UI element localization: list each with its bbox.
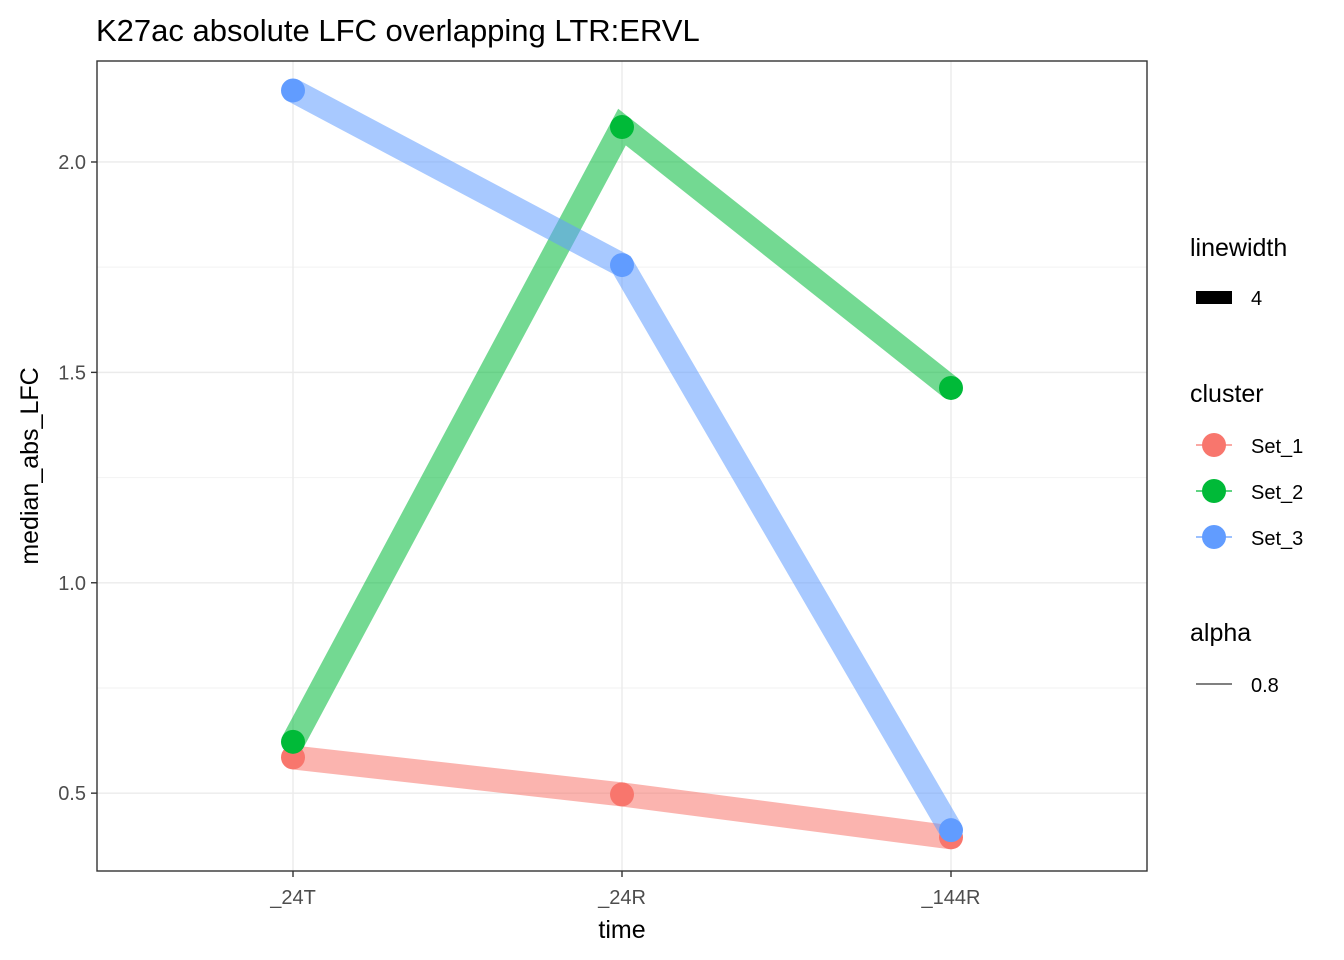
y-axis-title: median_abs_LFC [16, 367, 44, 564]
y-axis-ticks: 0.5 1.0 1.5 2.0 [58, 152, 97, 805]
y-tick-label: 1.5 [58, 362, 86, 384]
x-tick-label: _24T [269, 887, 316, 909]
legend: linewidth 4 cluster Set_1 Set_2 Set_3 alph… [1190, 234, 1303, 697]
legend-key-label: Set_3 [1251, 528, 1303, 550]
legend-linewidth-title: linewidth [1190, 234, 1287, 262]
x-tick-label: _24R [597, 887, 646, 909]
data-point-set-3 [281, 78, 305, 103]
legend-key-point [1202, 433, 1226, 457]
data-point-set-2 [939, 375, 963, 400]
y-tick-label: 0.5 [58, 783, 86, 805]
legend-cluster-title: cluster [1190, 380, 1264, 408]
data-point-set-3 [939, 818, 963, 843]
legend-cluster-keys: Set_1 Set_2 Set_3 [1196, 433, 1303, 550]
legend-alpha-title: alpha [1190, 619, 1251, 647]
legend-linewidth-label: 4 [1251, 288, 1262, 310]
legend-key-label: Set_1 [1251, 436, 1303, 458]
data-point-set-2 [610, 115, 634, 140]
legend-key-point [1202, 525, 1226, 549]
data-point-set-3 [610, 253, 634, 278]
legend-linewidth-key [1196, 291, 1232, 304]
x-axis-ticks: _24T _24R _144R [269, 871, 980, 909]
legend-key-point [1202, 479, 1226, 503]
x-axis-title: time [598, 916, 645, 944]
legend-alpha-label: 0.8 [1251, 675, 1279, 697]
y-tick-label: 1.0 [58, 573, 86, 595]
data-point-set-2 [281, 729, 305, 754]
series-points [281, 78, 963, 850]
chart-title: K27ac absolute LFC overlapping LTR:ERVL [96, 13, 700, 48]
y-tick-label: 2.0 [58, 152, 86, 174]
legend-key-label: Set_2 [1251, 482, 1303, 504]
data-point-set-1 [610, 782, 634, 807]
x-tick-label: _144R [921, 887, 981, 909]
